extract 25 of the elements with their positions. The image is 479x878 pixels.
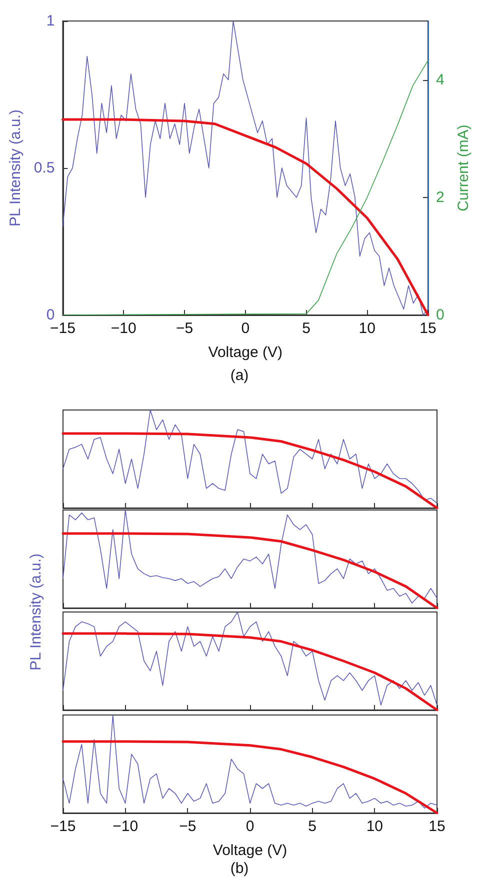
x-tick-label: −10 xyxy=(110,320,136,337)
x-tick-label: 15 xyxy=(428,818,446,835)
x-tick-label: −5 xyxy=(176,320,194,337)
x-tick-label: 10 xyxy=(358,320,376,337)
text: (b) xyxy=(230,860,249,877)
y-axis-title: PL Intensity (a.u.) xyxy=(28,553,44,670)
y-tick-label: 1 xyxy=(46,12,55,30)
x-tick-label: 15 xyxy=(420,320,436,337)
x-tick-label: 5 xyxy=(308,818,317,835)
y2-tick-label: 2 xyxy=(436,188,444,206)
y2-tick-label: 4 xyxy=(436,71,444,88)
x-tick-label: −15 xyxy=(50,818,76,835)
x-axis-title: Voltage (V) xyxy=(208,344,282,361)
x-tick-label: 0 xyxy=(246,818,254,835)
x-tick-label: −10 xyxy=(112,818,138,835)
x-axis-title: Voltage (V) xyxy=(212,842,288,859)
text: (a) xyxy=(230,367,249,384)
x-tick-label: 5 xyxy=(302,320,310,337)
x-tick-label: 0 xyxy=(241,320,250,337)
y-axis-title: PL Intensity (a.u.) xyxy=(7,110,24,226)
x-tick-label: 10 xyxy=(366,818,384,835)
y2-axis-title: Current (mA) xyxy=(455,124,472,212)
x-tick-label: −5 xyxy=(179,818,196,835)
y2-tick-label: 0 xyxy=(436,306,444,324)
y-tick-label: 0.5 xyxy=(34,160,55,176)
